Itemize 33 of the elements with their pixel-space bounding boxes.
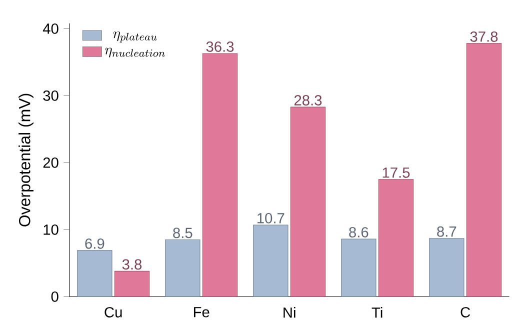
bar xyxy=(429,238,464,297)
bar xyxy=(341,238,376,297)
data-label: 8.6 xyxy=(349,227,368,238)
x-tick-label: Cu xyxy=(104,307,122,318)
bar xyxy=(165,239,200,297)
data-label: 36.3 xyxy=(206,42,234,52)
bar xyxy=(77,250,112,297)
bar xyxy=(378,179,414,297)
x-tick-label: Ni xyxy=(284,307,296,318)
y-tick-label: 40 xyxy=(42,24,58,34)
bar xyxy=(466,43,502,297)
data-label: 8.7 xyxy=(437,226,456,237)
data-label: 10.7 xyxy=(258,213,284,224)
y-axis-title: Overpotential (mV) xyxy=(18,94,34,226)
x-tick-label: Ti xyxy=(372,307,382,318)
x-tick-label: C xyxy=(460,307,470,318)
bar xyxy=(290,106,326,297)
data-label: 3.8 xyxy=(122,259,142,270)
data-label: 8.5 xyxy=(173,228,192,238)
y-tick-label: 10 xyxy=(44,224,58,235)
data-label: 6.9 xyxy=(85,238,104,249)
y-tick-label: 20 xyxy=(43,157,58,168)
data-label: 28.3 xyxy=(294,95,322,106)
data-label: 17.5 xyxy=(382,168,410,178)
bar xyxy=(114,270,150,297)
y-tick-label: 30 xyxy=(43,90,58,101)
bar xyxy=(202,53,238,297)
legend-label: $\eta_{nucleation}$ xyxy=(104,48,165,58)
y-tick-label: 0 xyxy=(51,291,58,302)
bar xyxy=(253,224,288,297)
x-tick-label: Fe xyxy=(194,307,210,318)
data-label: 37.8 xyxy=(470,31,498,42)
legend-label: $\eta_{plateau}$ xyxy=(113,31,157,42)
